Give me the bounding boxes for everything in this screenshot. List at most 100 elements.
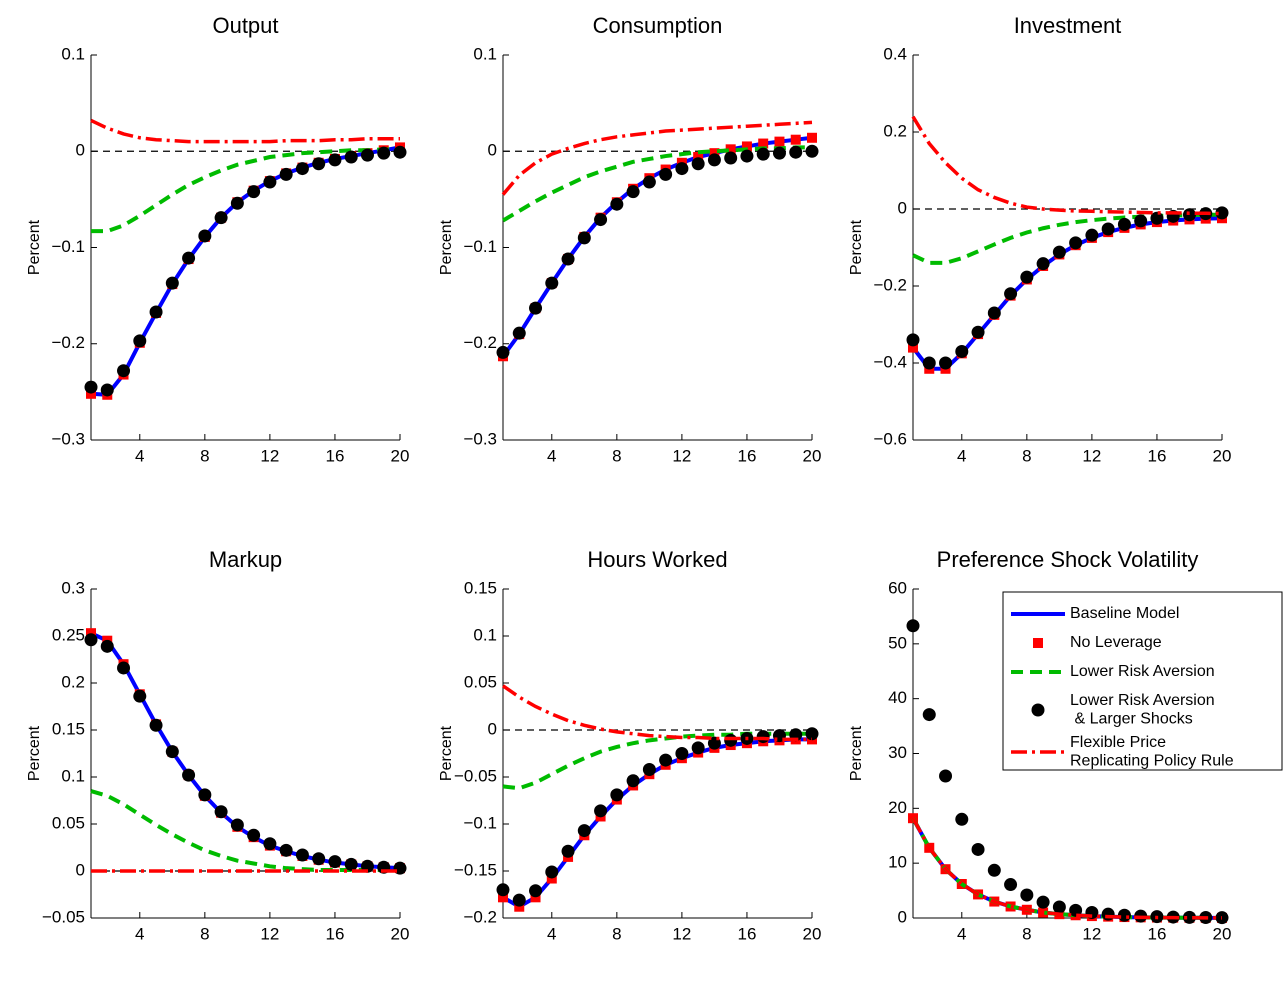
dot-marker xyxy=(1085,228,1099,242)
dot-marker xyxy=(626,185,640,199)
square-marker xyxy=(530,892,541,903)
dot-marker xyxy=(1020,888,1034,902)
legend-label: No Leverage xyxy=(1070,634,1162,651)
series-line xyxy=(90,145,401,397)
series-line xyxy=(911,817,1223,920)
y-tick-label: −0.1 xyxy=(463,813,497,832)
dot-marker xyxy=(642,175,656,189)
dot-marker xyxy=(100,383,114,397)
dot-marker xyxy=(344,150,358,164)
dot-marker xyxy=(691,157,705,171)
text-line: & Larger Shocks xyxy=(1070,711,1193,728)
dot-marker xyxy=(529,884,543,898)
dot-marker xyxy=(922,708,936,722)
y-tick-label: 0.05 xyxy=(52,813,85,832)
x-tick-label: 4 xyxy=(957,924,966,943)
dot-marker xyxy=(165,745,179,759)
square-marker xyxy=(546,873,557,884)
dot-marker xyxy=(659,167,673,181)
square-marker xyxy=(498,892,508,903)
dot-marker xyxy=(512,326,526,340)
y-tick-label: −0.15 xyxy=(454,860,497,879)
square-marker xyxy=(709,148,720,159)
dot-marker xyxy=(100,639,114,653)
x-tick-label: 20 xyxy=(1213,446,1232,465)
dot-marker xyxy=(529,301,543,315)
dot-marker xyxy=(805,727,819,741)
dot-marker xyxy=(360,148,374,162)
y-tick-label: −0.1 xyxy=(51,237,85,256)
dot-marker xyxy=(561,844,575,858)
x-tick-label: 20 xyxy=(803,924,822,943)
dot-marker xyxy=(707,153,721,167)
dot-marker xyxy=(263,175,277,189)
dot-marker xyxy=(971,842,985,856)
y-tick-label: 0.3 xyxy=(61,578,85,597)
dot-marker xyxy=(610,197,624,211)
x-tick-label: 16 xyxy=(1147,924,1166,943)
dot-marker xyxy=(247,828,261,842)
subplot: Hours Worked Percent 0.15 0.1 0.05 0 −0.05 −0.1… xyxy=(438,547,821,944)
dot-marker xyxy=(133,689,147,703)
square-marker xyxy=(790,134,801,145)
dot-marker xyxy=(312,157,326,171)
text-line: Lower Risk Aversion xyxy=(1070,692,1215,709)
dot-marker xyxy=(149,718,163,732)
y-tick-label: 0.05 xyxy=(464,672,497,691)
square-marker xyxy=(514,901,525,912)
y-tick-label: 0.15 xyxy=(464,578,497,597)
square-marker xyxy=(741,141,752,152)
dot-marker xyxy=(971,325,985,339)
square-marker xyxy=(86,628,96,639)
dot-marker xyxy=(1052,245,1066,259)
dot-marker xyxy=(182,768,196,782)
subplot-title: Markup xyxy=(209,547,282,572)
x-tick-label: 16 xyxy=(737,446,756,465)
dot-marker xyxy=(247,185,261,199)
dot-marker xyxy=(214,805,228,819)
y-axis-label: Percent xyxy=(848,219,865,275)
subplot: Markup Percent 0.3 0.25 0.2 0.15 0.1 0.05 0 −0.05… xyxy=(26,547,409,944)
dot-marker xyxy=(512,893,526,907)
dot-marker xyxy=(198,788,212,802)
dot-marker xyxy=(545,276,559,290)
dot-marker xyxy=(659,753,673,767)
y-tick-label: 0.2 xyxy=(61,672,85,691)
y-tick-label: −0.1 xyxy=(463,237,497,256)
legend-label: Baseline Model xyxy=(1070,605,1179,622)
x-tick-label: 16 xyxy=(325,446,344,465)
dot-marker xyxy=(182,251,196,265)
dot-marker xyxy=(955,344,969,358)
y-axis-label: Percent xyxy=(438,725,455,781)
dot-marker xyxy=(610,788,624,802)
series-line xyxy=(90,118,400,144)
y-tick-label: −0.3 xyxy=(51,429,85,448)
dot-marker xyxy=(496,883,510,897)
dot-marker xyxy=(84,380,98,394)
y-tick-label: 0 xyxy=(76,141,85,160)
dot-marker xyxy=(691,741,705,755)
x-tick-label: 8 xyxy=(612,446,621,465)
dot-marker xyxy=(149,305,163,319)
dot-marker xyxy=(1117,217,1131,231)
x-tick-label: 4 xyxy=(547,924,556,943)
y-tick-label: 0.25 xyxy=(52,625,85,644)
subplot-title: Investment xyxy=(1014,13,1122,38)
y-tick-label: 0.1 xyxy=(61,766,85,785)
y-tick-label: 0.1 xyxy=(61,44,85,63)
y-tick-label: 0.4 xyxy=(883,44,907,63)
subplot-title: Hours Worked xyxy=(587,547,727,572)
x-tick-label: 8 xyxy=(612,924,621,943)
x-tick-label: 16 xyxy=(737,924,756,943)
y-tick-label: 0 xyxy=(898,198,907,217)
dot-marker xyxy=(230,818,244,832)
y-tick-label: 20 xyxy=(888,798,907,817)
y-tick-label: −0.05 xyxy=(454,766,497,785)
y-tick-label: 0 xyxy=(76,860,85,879)
y-tick-label: −0.2 xyxy=(463,907,497,926)
subplot: Consumption Percent 0.1 0 −0.1 −0.2 −0.3 4 8 12 16… xyxy=(438,13,821,466)
dot-marker xyxy=(577,824,591,838)
x-tick-label: 12 xyxy=(1082,446,1101,465)
dot-marker xyxy=(724,733,738,747)
dot-marker xyxy=(295,162,309,176)
